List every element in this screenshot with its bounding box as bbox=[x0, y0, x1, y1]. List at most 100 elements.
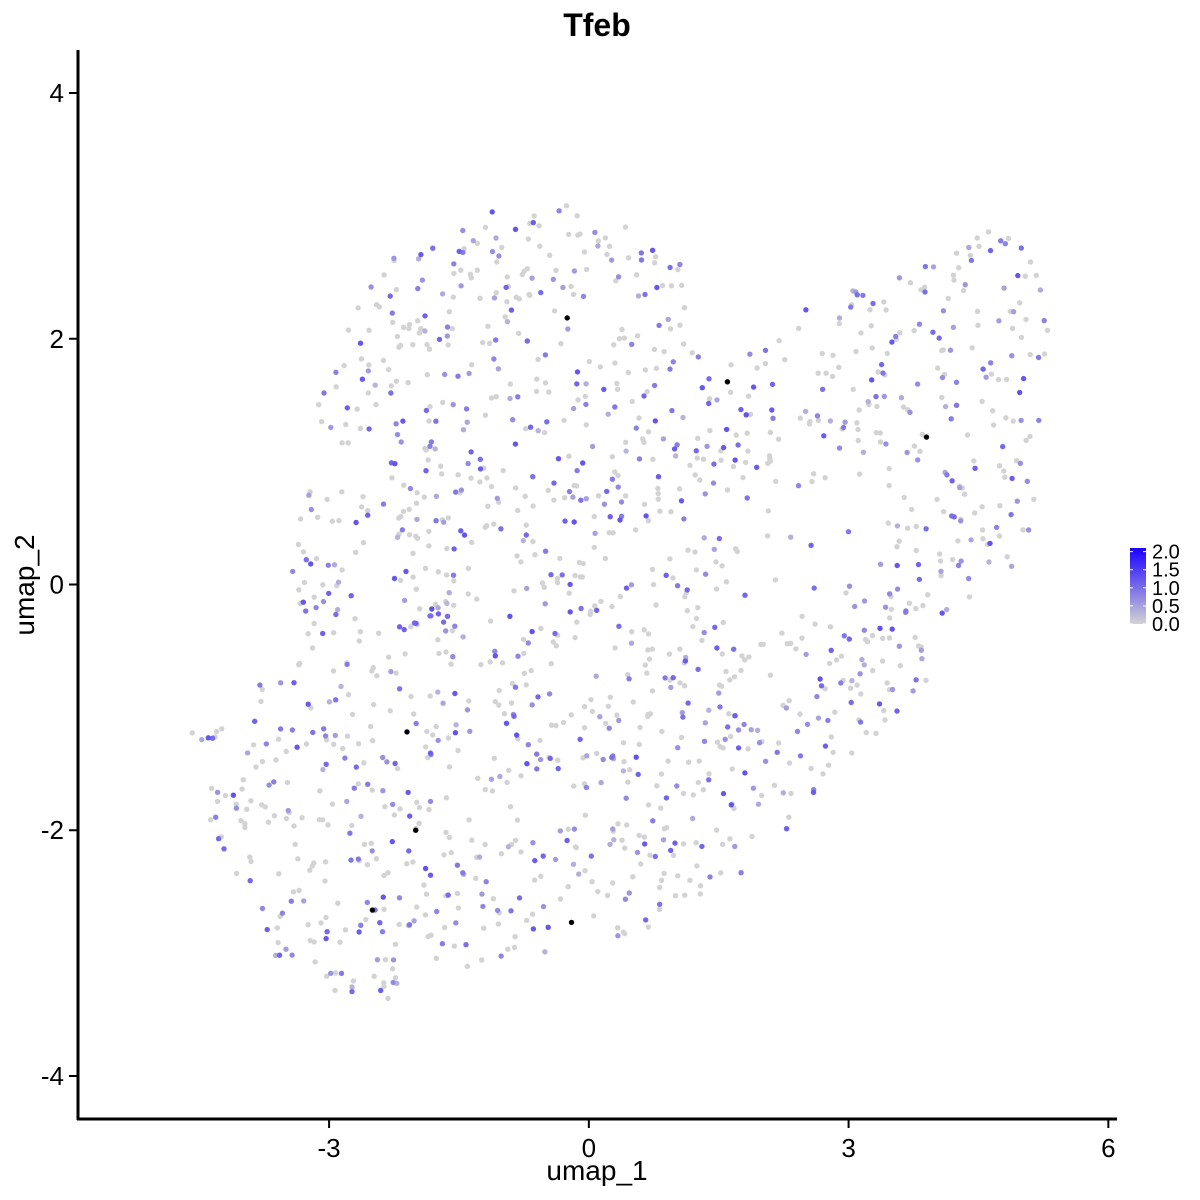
data-point bbox=[699, 637, 705, 643]
data-point bbox=[589, 708, 596, 715]
data-point bbox=[810, 471, 817, 477]
data-point bbox=[276, 871, 282, 877]
data-point bbox=[659, 282, 666, 289]
data-point bbox=[913, 677, 919, 683]
data-point bbox=[904, 449, 910, 456]
data-point bbox=[1027, 351, 1033, 358]
data-point bbox=[444, 572, 450, 578]
data-point bbox=[381, 272, 387, 278]
data-point bbox=[670, 575, 676, 581]
data-point bbox=[361, 760, 367, 766]
data-point bbox=[685, 759, 692, 765]
data-point bbox=[331, 562, 338, 568]
data-point bbox=[320, 630, 326, 637]
data-point bbox=[481, 925, 487, 931]
data-point bbox=[374, 673, 380, 679]
data-point bbox=[333, 697, 339, 703]
data-point bbox=[349, 711, 356, 718]
data-point bbox=[836, 445, 843, 451]
data-point bbox=[668, 684, 674, 691]
data-point bbox=[940, 347, 946, 353]
data-point bbox=[393, 378, 400, 384]
data-point bbox=[369, 848, 375, 854]
data-point bbox=[716, 535, 722, 542]
data-point bbox=[843, 590, 849, 596]
data-point bbox=[606, 725, 612, 731]
data-point bbox=[344, 733, 351, 739]
data-point bbox=[714, 645, 720, 651]
data-point bbox=[727, 733, 734, 740]
data-point bbox=[873, 730, 879, 736]
data-point bbox=[827, 418, 834, 424]
data-point bbox=[300, 549, 307, 555]
data-point bbox=[572, 634, 578, 641]
data-point bbox=[524, 761, 530, 767]
data-point bbox=[610, 530, 616, 536]
data-point bbox=[394, 534, 401, 540]
data-point bbox=[833, 657, 840, 663]
data-point bbox=[723, 579, 730, 585]
data-point bbox=[353, 549, 359, 555]
data-point bbox=[464, 963, 471, 969]
data-point bbox=[854, 420, 860, 426]
data-point bbox=[1020, 375, 1027, 382]
data-point bbox=[537, 737, 543, 744]
data-point bbox=[949, 556, 956, 563]
data-point bbox=[901, 494, 907, 501]
data-point bbox=[955, 562, 962, 569]
data-point bbox=[975, 322, 981, 328]
data-point bbox=[591, 913, 597, 919]
data-point bbox=[572, 844, 579, 850]
data-point bbox=[506, 767, 512, 774]
data-point bbox=[570, 291, 577, 298]
data-point bbox=[645, 647, 651, 653]
data-point bbox=[868, 323, 874, 329]
data-point bbox=[644, 670, 650, 676]
data-point bbox=[945, 295, 951, 302]
data-point bbox=[240, 777, 246, 783]
data-point bbox=[655, 485, 661, 492]
data-point bbox=[407, 485, 414, 492]
data-point bbox=[414, 799, 420, 805]
data-point bbox=[919, 431, 926, 438]
data-point bbox=[308, 561, 314, 567]
data-point bbox=[214, 798, 221, 805]
data-point bbox=[215, 836, 222, 842]
data-point bbox=[642, 291, 648, 298]
data-point bbox=[907, 409, 913, 415]
data-point bbox=[641, 834, 647, 840]
data-point bbox=[546, 691, 553, 697]
data-point bbox=[744, 430, 750, 436]
data-point bbox=[289, 952, 295, 958]
data-point bbox=[344, 405, 350, 411]
data-point bbox=[604, 892, 611, 899]
data-point bbox=[911, 443, 918, 449]
data-point bbox=[487, 618, 494, 624]
data-point bbox=[643, 917, 649, 923]
data-point bbox=[333, 384, 339, 390]
data-point bbox=[576, 559, 582, 566]
data-point bbox=[996, 318, 1002, 324]
data-point bbox=[858, 330, 864, 336]
data-point bbox=[797, 711, 803, 717]
data-point bbox=[310, 729, 316, 736]
data-point bbox=[429, 606, 435, 612]
data-point bbox=[348, 593, 354, 599]
data-point bbox=[887, 615, 893, 621]
data-point bbox=[499, 244, 505, 251]
data-point bbox=[685, 700, 691, 706]
data-point bbox=[915, 457, 921, 463]
data-point bbox=[448, 849, 454, 856]
data-point bbox=[491, 755, 497, 762]
data-point bbox=[615, 472, 621, 479]
data-point bbox=[719, 841, 726, 847]
data-point bbox=[530, 840, 536, 846]
data-point bbox=[667, 556, 673, 562]
data-point bbox=[336, 517, 342, 524]
data-point bbox=[484, 523, 490, 529]
data-point bbox=[1004, 554, 1010, 560]
data-point bbox=[401, 626, 407, 633]
data-point bbox=[468, 475, 474, 481]
data-point bbox=[717, 704, 723, 710]
